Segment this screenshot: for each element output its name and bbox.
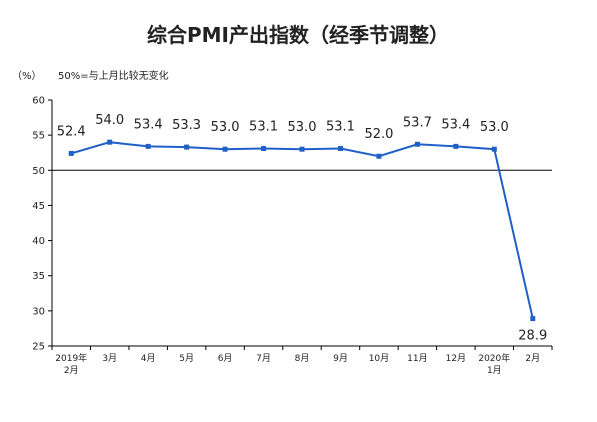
data-label: 54.0 (95, 113, 124, 128)
y-tick-label: 40 (32, 236, 45, 247)
x-tick-label: 10月 (369, 353, 389, 364)
data-label: 53.3 (172, 118, 201, 133)
x-tick-label: 2月 (64, 365, 79, 376)
reference-note: 50%=与上月比较无变化 (58, 69, 169, 82)
x-tick-label: 12月 (446, 353, 466, 364)
y-tick-label: 55 (32, 131, 45, 142)
y-tick-label: 60 (32, 96, 45, 107)
data-label: 53.0 (211, 120, 240, 135)
data-point (68, 150, 74, 156)
data-point (145, 143, 151, 149)
y-unit-label: （%） (12, 70, 42, 82)
data-point (107, 139, 113, 145)
x-tick-label: 2020年 (478, 352, 510, 364)
y-tick-label: 25 (32, 342, 45, 353)
data-label: 28.9 (518, 329, 547, 344)
x-tick-label: 1月 (487, 365, 502, 376)
x-tick-label: 4月 (141, 353, 156, 364)
x-tick-label: 5月 (179, 353, 194, 364)
series-line (70, 141, 534, 319)
data-label: 52.4 (57, 124, 86, 139)
data-label: 53.4 (441, 117, 470, 132)
data-point (261, 145, 267, 151)
data-label: 53.1 (326, 119, 355, 134)
x-tick-label: 8月 (295, 353, 310, 364)
data-point (376, 153, 382, 159)
data-label: 53.7 (403, 115, 432, 130)
data-point (299, 146, 305, 152)
data-label: 53.0 (480, 120, 509, 135)
data-label: 52.0 (364, 127, 393, 142)
x-tick-label: 2月 (525, 353, 540, 364)
y-tick-label: 30 (32, 306, 45, 317)
x-tick-label: 6月 (218, 353, 233, 364)
data-label: 53.1 (249, 119, 278, 134)
data-label: 53.4 (134, 117, 163, 132)
data-point (184, 144, 190, 150)
x-tick-label: 7月 (256, 353, 271, 364)
data-point (453, 143, 459, 149)
x-tick-label: 2019年 (55, 352, 87, 364)
y-tick-label: 35 (32, 271, 45, 282)
y-tick-label: 45 (32, 201, 45, 212)
data-point (491, 146, 497, 152)
y-tick-label: 50 (32, 166, 45, 177)
data-point (530, 316, 536, 322)
data-point (414, 141, 420, 147)
data-label: 53.0 (288, 120, 317, 135)
x-tick-label: 11月 (407, 353, 427, 364)
data-point (222, 146, 228, 152)
x-tick-label: 9月 (333, 353, 348, 364)
data-point (337, 145, 343, 151)
chart-title: 综合PMI产出指数（经季节调整） (147, 23, 449, 47)
x-tick-label: 3月 (102, 353, 117, 364)
